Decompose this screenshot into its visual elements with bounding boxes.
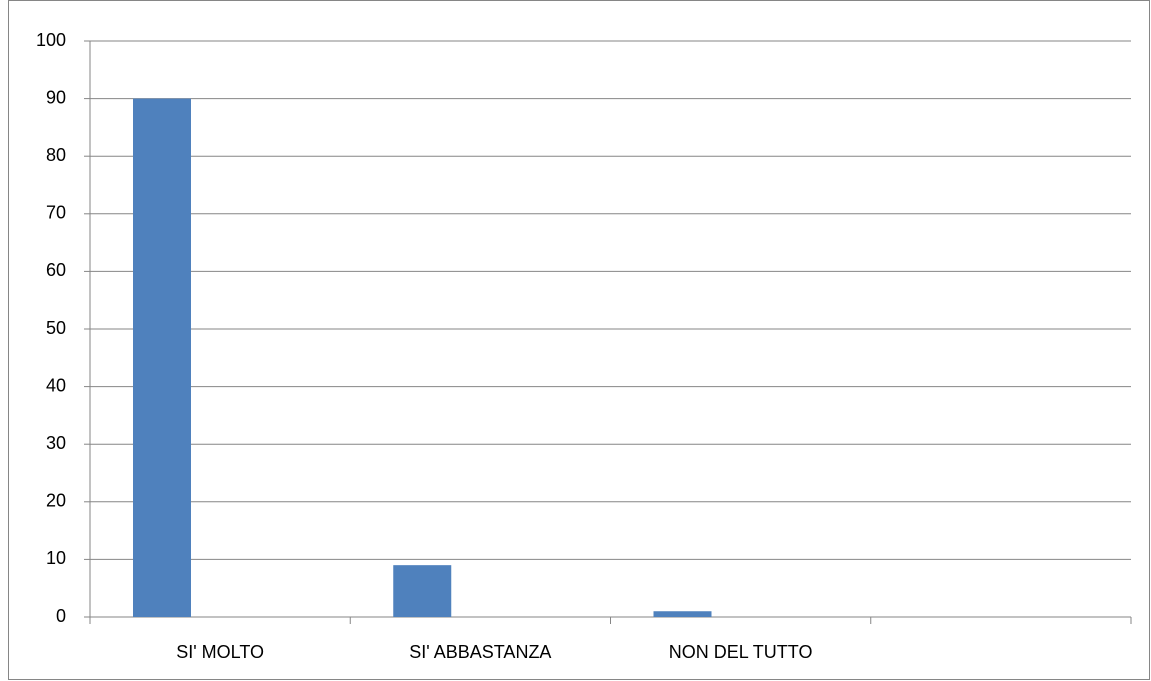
bar <box>653 611 712 617</box>
y-tick-label: 100 <box>36 30 66 50</box>
y-tick-label: 60 <box>46 260 66 280</box>
x-tick-label: SI' ABBASTANZA <box>409 642 551 662</box>
x-tick-label: SI' MOLTO <box>176 642 264 662</box>
y-tick-label: 20 <box>46 491 66 511</box>
bar <box>393 565 452 617</box>
y-tick-label: 80 <box>46 145 66 165</box>
y-tick-label: 90 <box>46 87 66 107</box>
chart-border <box>8 0 1150 680</box>
y-tick-label: 10 <box>46 548 66 568</box>
y-tick-label: 30 <box>46 433 66 453</box>
x-tick-label: NON DEL TUTTO <box>669 642 813 662</box>
y-tick-label: 0 <box>56 606 66 626</box>
y-tick-label: 50 <box>46 318 66 338</box>
y-tick-label: 40 <box>46 375 66 395</box>
bar <box>133 98 191 618</box>
y-tick-label: 70 <box>46 203 66 223</box>
